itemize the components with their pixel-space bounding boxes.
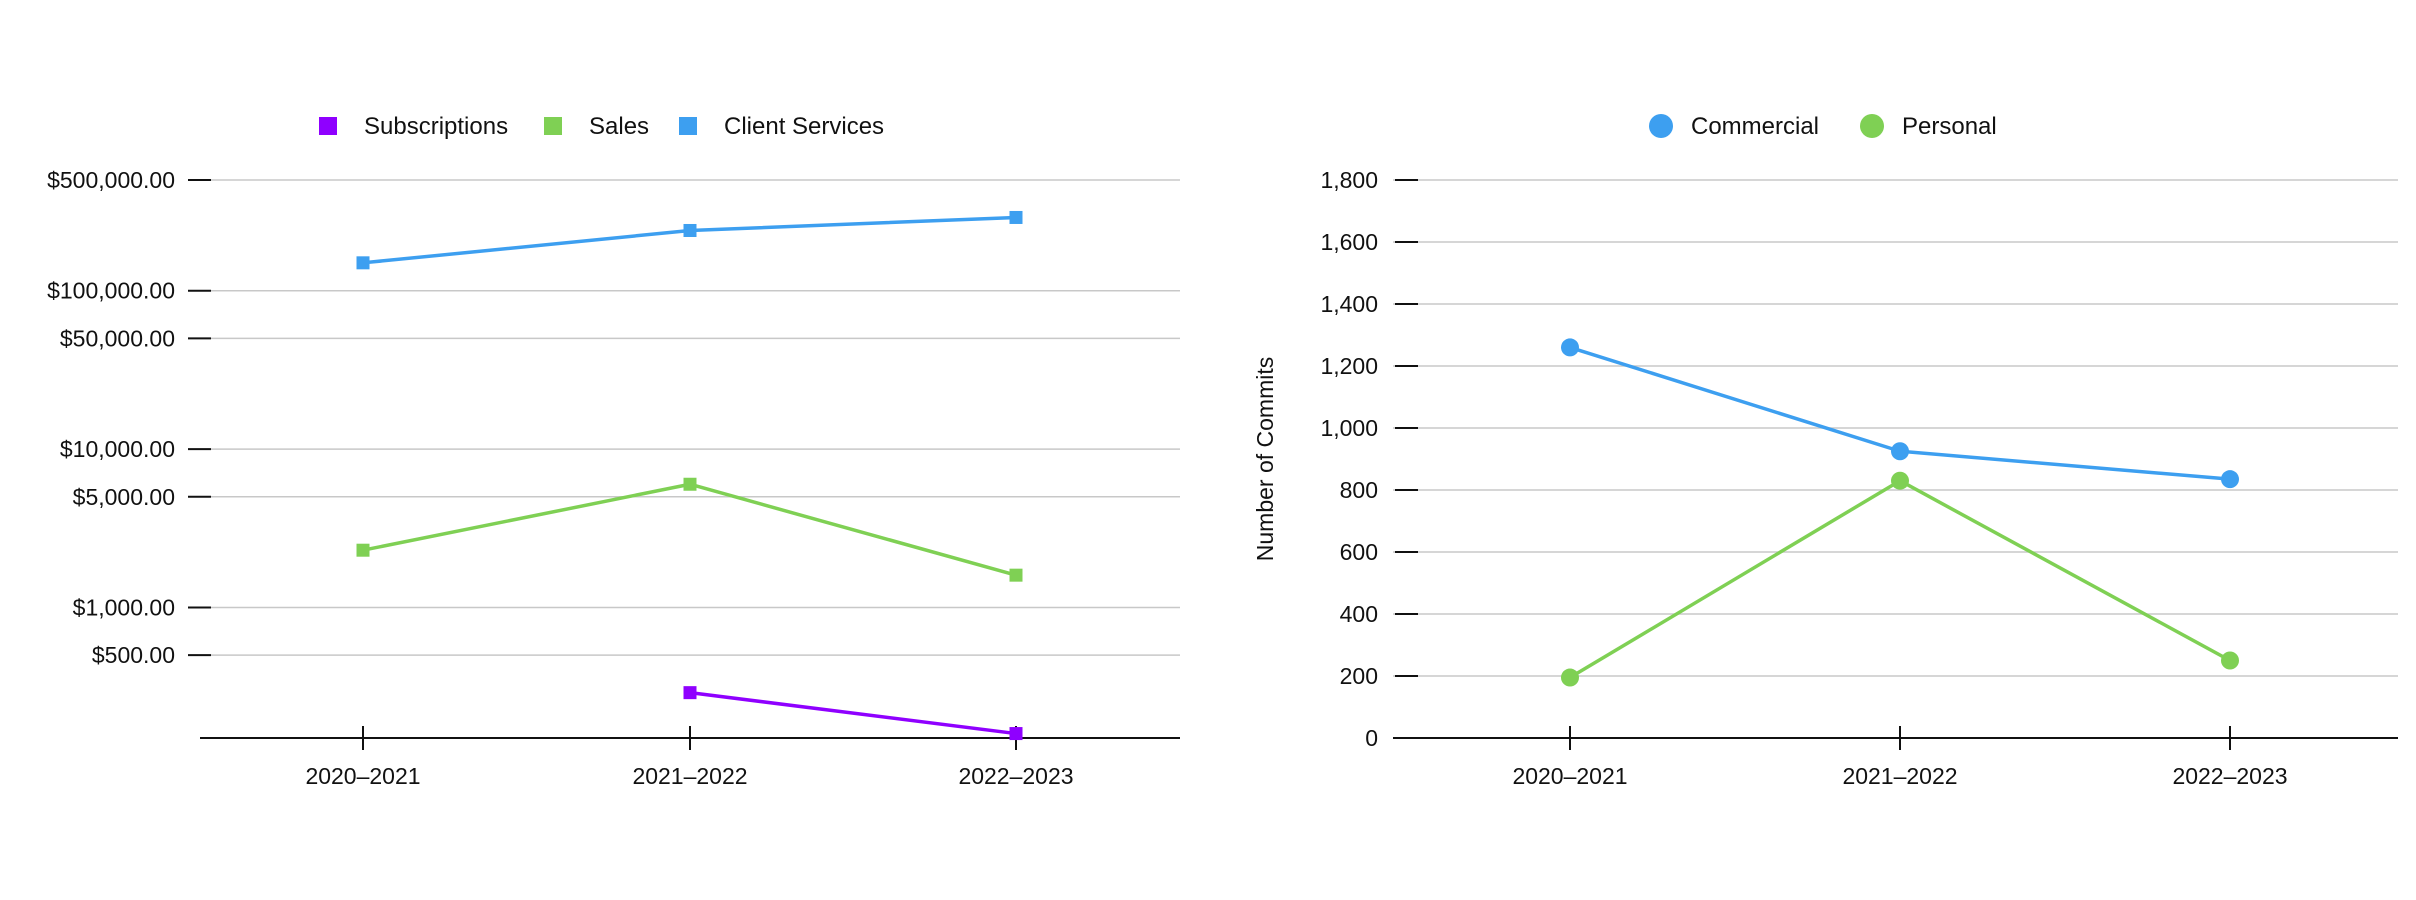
y-tick-label: $5,000.00 <box>73 484 175 510</box>
data-point <box>683 477 697 491</box>
series-line-personal <box>1569 478 2231 680</box>
y-tick-label: 1,400 <box>1320 291 1378 317</box>
series-line-sales <box>362 482 1017 577</box>
data-point <box>2221 470 2239 489</box>
legend-label: Commercial <box>1691 113 1819 140</box>
y-axis-title: Number of Commits <box>1252 357 1278 561</box>
y-tick-label: 1,800 <box>1320 167 1378 193</box>
y-tick-label: $500.00 <box>92 642 175 668</box>
x-tick-label: 2021–2022 <box>1842 763 1957 789</box>
x-tick-label: 2020–2021 <box>1512 763 1627 789</box>
y-tick-label: 1,600 <box>1320 229 1378 255</box>
data-point <box>683 223 697 237</box>
legend-marker <box>679 117 697 135</box>
chart-2: 0 200 400 600 800 1,000 1,200 1,400 1,600 1,800 Nu… <box>1252 113 2398 789</box>
data-point <box>1561 338 1579 357</box>
data-point <box>2221 651 2239 670</box>
data-point <box>1009 727 1023 741</box>
x-tick-label: 2020–2021 <box>305 763 420 789</box>
legend-marker <box>1860 114 1884 138</box>
legend-marker <box>1649 114 1673 138</box>
y-tick-label: 0 <box>1365 725 1378 751</box>
y-tick-label: $10,000.00 <box>60 436 175 462</box>
data-point <box>356 543 370 557</box>
y-tick-label: $100,000.00 <box>47 278 175 304</box>
y-tick-label: 800 <box>1340 477 1378 503</box>
data-point <box>1009 568 1023 582</box>
series-line-subscriptions <box>689 690 1017 736</box>
legend-label: Sales <box>589 113 649 140</box>
y-tick-label: $500,000.00 <box>47 167 175 193</box>
legend-label: Subscriptions <box>364 113 508 140</box>
y-tick-label: 200 <box>1340 663 1378 689</box>
chart-1: $500,000.00 $100,000.00 $50,000.00 $10,000.… <box>47 113 1180 789</box>
data-point <box>356 256 370 270</box>
y-tick-label: 1,000 <box>1320 415 1378 441</box>
y-tick-label: $1,000.00 <box>73 594 175 620</box>
x-tick-label: 2022–2023 <box>958 763 1073 789</box>
legend-marker <box>319 117 337 135</box>
y-tick-label: $50,000.00 <box>60 325 175 351</box>
y-tick-label: 400 <box>1340 601 1378 627</box>
data-point <box>1009 210 1023 224</box>
legend-label: Client Services <box>724 113 884 140</box>
x-tick-label: 2021–2022 <box>632 763 747 789</box>
data-point <box>683 686 697 700</box>
data-point <box>1561 668 1579 687</box>
data-point <box>1891 471 1909 490</box>
y-tick-label: 1,200 <box>1320 353 1378 379</box>
data-point <box>1891 442 1909 461</box>
x-tick-label: 2022–2023 <box>2172 763 2287 789</box>
legend-marker <box>544 117 562 135</box>
legend-label: Personal <box>1902 113 1997 140</box>
y-tick-label: 600 <box>1340 539 1378 565</box>
